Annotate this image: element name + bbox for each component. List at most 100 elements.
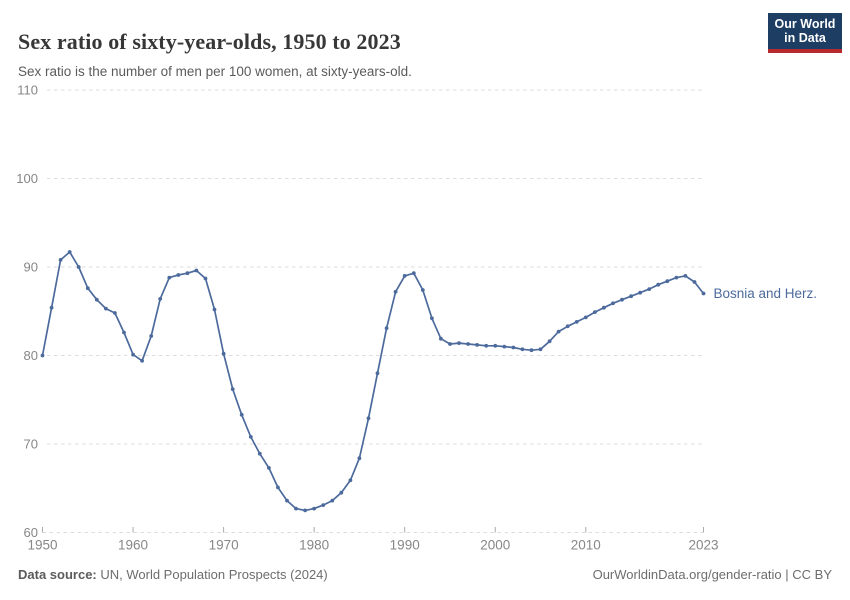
data-point-1960[interactable] <box>131 352 136 357</box>
data-point-1956[interactable] <box>94 297 99 302</box>
data-point-1952[interactable] <box>58 258 63 262</box>
data-point-2017[interactable] <box>647 287 652 291</box>
data-point-1951[interactable] <box>49 305 54 310</box>
data-point-1994[interactable] <box>439 336 443 341</box>
owid-logo-line1: Our World <box>774 17 836 31</box>
data-point-2014[interactable] <box>620 297 624 302</box>
data-point-1977[interactable] <box>285 498 289 503</box>
line-chart-canvas[interactable]: 60 70 80 90 100 110 1950 1960 1970 1980 1990 2000 20… <box>0 0 850 560</box>
data-point-1962[interactable] <box>149 334 154 338</box>
y-axis-label-60: 60 <box>24 525 38 540</box>
data-point-2023[interactable] <box>701 291 706 296</box>
data-point-1987[interactable] <box>375 371 380 376</box>
data-point-1982[interactable] <box>330 498 335 503</box>
data-point-1971[interactable] <box>230 387 235 391</box>
data-point-1966[interactable] <box>185 271 190 276</box>
data-point-2004[interactable] <box>529 348 534 353</box>
data-point-1967[interactable] <box>194 268 199 273</box>
data-point-1972[interactable] <box>239 412 244 417</box>
data-point-2005[interactable] <box>538 347 543 352</box>
data-point-1995[interactable] <box>448 342 452 346</box>
x-axis-label-1970: 1970 <box>209 538 239 553</box>
data-point-1965[interactable] <box>176 273 181 277</box>
data-point-2010[interactable] <box>583 315 588 320</box>
data-point-1976[interactable] <box>276 485 280 490</box>
chart-title: Sex ratio of sixty-year-olds, 1950 to 20… <box>18 28 401 54</box>
data-point-1997[interactable] <box>466 342 470 346</box>
data-point-1963[interactable] <box>158 297 163 301</box>
data-point-1984[interactable] <box>348 478 353 483</box>
data-point-2003[interactable] <box>520 347 525 352</box>
y-axis-label-100: 100 <box>16 171 38 186</box>
y-axis-label-90: 90 <box>24 260 38 275</box>
credit-link[interactable]: OurWorldinData.org/gender-ratio | CC BY <box>592 567 832 582</box>
x-axis-label-1990: 1990 <box>390 538 420 553</box>
data-point-1961[interactable] <box>140 358 145 363</box>
data-point-1998[interactable] <box>475 343 479 347</box>
x-axis-label-1980: 1980 <box>299 538 329 553</box>
data-source-text: UN, World Population Prospects (2024) <box>96 567 328 582</box>
data-point-1970[interactable] <box>221 351 226 356</box>
data-point-1958[interactable] <box>113 311 117 315</box>
data-point-1969[interactable] <box>212 307 217 312</box>
data-point-1992[interactable] <box>420 288 425 292</box>
data-point-2011[interactable] <box>593 310 597 314</box>
data-point-2000[interactable] <box>493 343 498 348</box>
data-point-1990[interactable] <box>402 274 407 278</box>
data-point-1983[interactable] <box>339 490 344 495</box>
data-point-1988[interactable] <box>384 326 389 330</box>
x-axis-label-2023: 2023 <box>688 538 718 553</box>
data-point-2021[interactable] <box>683 274 688 278</box>
data-point-1978[interactable] <box>294 506 298 511</box>
data-point-2001[interactable] <box>502 344 507 349</box>
data-point-1950[interactable] <box>40 353 45 358</box>
data-point-2007[interactable] <box>556 329 561 334</box>
chart-subtitle: Sex ratio is the number of men per 100 w… <box>18 63 412 79</box>
data-point-2019[interactable] <box>665 279 670 284</box>
data-point-2008[interactable] <box>565 324 570 329</box>
data-line[interactable] <box>41 251 705 512</box>
data-point-1985[interactable] <box>357 456 362 461</box>
data-point-1957[interactable] <box>104 306 108 311</box>
x-axis-label-1960: 1960 <box>118 538 148 553</box>
data-point-1989[interactable] <box>393 289 398 294</box>
data-point-1986[interactable] <box>366 416 371 421</box>
x-axis-label-2010: 2010 <box>571 538 601 553</box>
data-point-1975[interactable] <box>267 466 271 470</box>
x-axis-label-1950: 1950 <box>27 538 57 553</box>
data-point-2015[interactable] <box>629 294 633 299</box>
data-point-1968[interactable] <box>203 276 208 281</box>
data-point-1999[interactable] <box>484 343 489 348</box>
data-source-note: Data source: UN, World Population Prospe… <box>18 567 328 582</box>
chart-footer: Data source: UN, World Population Prospe… <box>18 567 832 582</box>
data-point-1959[interactable] <box>122 330 126 335</box>
data-point-2009[interactable] <box>574 320 579 324</box>
data-point-1980[interactable] <box>312 506 316 511</box>
data-point-2013[interactable] <box>611 301 615 306</box>
y-axis-label-110: 110 <box>17 83 38 98</box>
data-point-1979[interactable] <box>303 508 307 513</box>
data-point-1991[interactable] <box>411 271 416 276</box>
data-point-1973[interactable] <box>248 435 253 439</box>
data-point-2012[interactable] <box>602 305 606 310</box>
data-point-2018[interactable] <box>656 282 661 287</box>
data-point-1996[interactable] <box>457 341 461 345</box>
data-point-1964[interactable] <box>167 275 172 280</box>
data-point-1955[interactable] <box>85 286 90 291</box>
owid-logo-line2: in Data <box>784 31 826 46</box>
y-axis-label-80: 80 <box>24 348 38 363</box>
data-point-2020[interactable] <box>674 275 679 280</box>
data-point-1974[interactable] <box>257 451 262 456</box>
data-point-2022[interactable] <box>692 280 697 284</box>
x-axis-label-2000: 2000 <box>480 538 510 553</box>
data-point-2002[interactable] <box>511 345 516 350</box>
data-point-2006[interactable] <box>547 339 552 344</box>
y-axis-label-70: 70 <box>24 437 38 452</box>
data-point-1953[interactable] <box>67 250 72 254</box>
owid-logo[interactable]: Our World in Data <box>768 13 842 53</box>
data-point-2016[interactable] <box>638 290 642 295</box>
data-point-1981[interactable] <box>321 503 326 507</box>
data-point-1954[interactable] <box>76 265 81 269</box>
data-point-1993[interactable] <box>430 316 434 321</box>
entity-label[interactable]: Bosnia and Herz. <box>714 286 818 301</box>
